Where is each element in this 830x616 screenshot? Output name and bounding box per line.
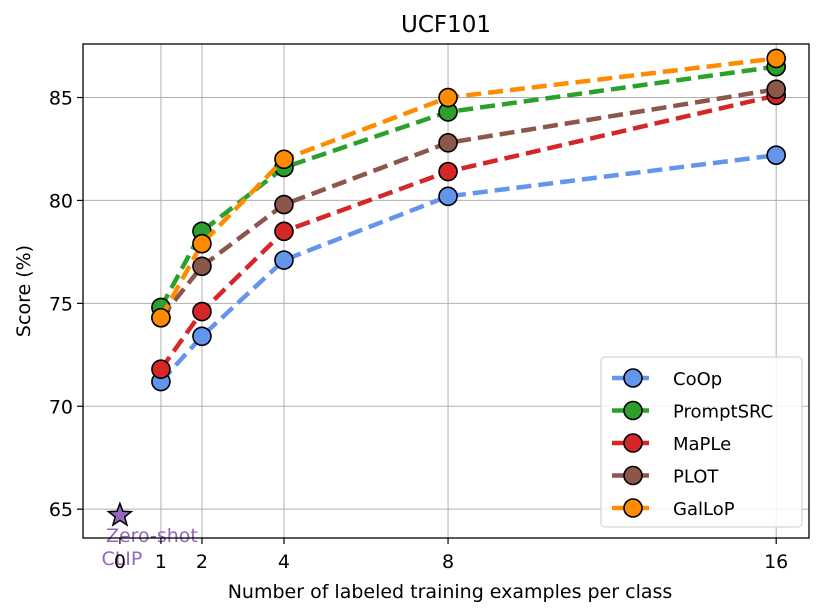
series-line [159,93,777,371]
x-tick-label: 1 [155,551,167,573]
zero-shot-label-line1: Zero-shot [106,525,198,547]
data-point [192,233,212,254]
x-tick-label: 16 [764,551,788,573]
y-tick-label: 70 [49,396,73,418]
legend-marker [623,465,643,486]
data-point [438,161,458,182]
ticks: 0 1 2 4 8 16 65 70 75 80 85 [49,88,788,573]
x-tick-label: 8 [442,551,454,573]
legend-entry-coop: CoOp [612,368,722,390]
data-point [151,359,171,380]
data-point [192,326,212,347]
legend-entry-plot: PLOT [612,465,719,488]
legend-entry-maple: MaPLe [612,433,731,455]
legend-box [600,356,803,528]
data-point [766,79,786,100]
series-maple [151,85,786,380]
series-line [159,87,777,320]
legend-entry-promptsrc: PromptSRC [612,400,773,423]
x-tick-label: 0 [114,551,126,573]
legend-label: MaPLe [673,434,731,455]
legend-label: PLOT [673,467,719,488]
legend-entry-gallop: GalLoP [612,498,735,520]
chart-title: UCF101 [401,12,491,38]
data-point [766,48,786,69]
data-point [274,149,294,170]
legend-marker [623,433,643,453]
x-axis-title: Number of labeled training examples per … [228,581,673,603]
y-tick-label: 65 [49,499,73,521]
data-point [438,133,458,153]
y-tick-label: 80 [49,190,73,212]
series-layer [151,48,786,392]
data-point [192,301,212,322]
legend-label: GalLoP [673,499,735,520]
legend-marker [623,400,643,421]
data-point [438,87,458,108]
y-axis-title: Score (%) [13,245,35,337]
data-point [274,194,294,215]
data-point [274,221,294,242]
data-point [274,250,294,270]
zero-shot-star-marker [106,501,134,527]
y-tick-label: 75 [49,293,73,315]
data-point [438,186,458,207]
legend-marker [623,368,643,388]
legend-marker [623,498,643,518]
legend-label: PromptSRC [673,402,773,423]
legend: CoOp PromptSRC MaPLe PLOT GalLoP [600,356,803,528]
plot-frame [82,43,810,539]
data-point [192,256,212,277]
data-point [766,145,786,165]
series-gallop [151,48,786,328]
x-tick-label: 2 [196,551,208,573]
y-tick-label: 85 [49,88,73,110]
zero-shot-label-line2: CLIP [101,548,142,570]
x-tick-label: 4 [278,551,290,573]
legend-label: CoOp [673,369,722,390]
data-point [151,307,171,328]
